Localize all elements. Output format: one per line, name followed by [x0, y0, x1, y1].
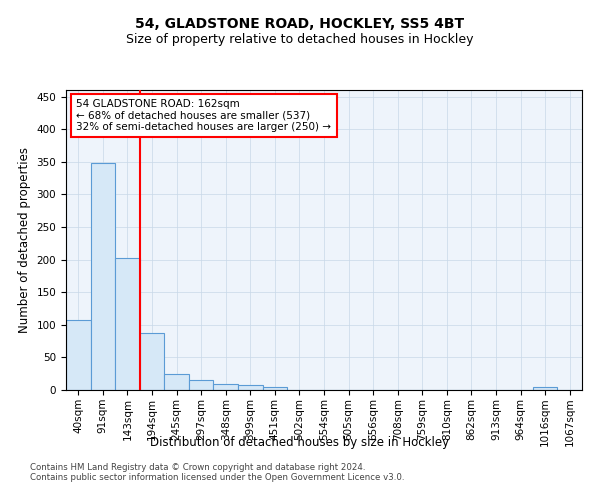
Bar	[533, 386, 557, 390]
Text: 54, GLADSTONE ROAD, HOCKLEY, SS5 4BT: 54, GLADSTONE ROAD, HOCKLEY, SS5 4BT	[136, 18, 464, 32]
Y-axis label: Number of detached properties: Number of detached properties	[18, 147, 31, 333]
Bar	[91, 163, 115, 390]
Bar	[189, 380, 214, 390]
Bar	[66, 320, 91, 390]
Text: Contains public sector information licensed under the Open Government Licence v3: Contains public sector information licen…	[30, 474, 404, 482]
Text: Size of property relative to detached houses in Hockley: Size of property relative to detached ho…	[126, 32, 474, 46]
Text: 54 GLADSTONE ROAD: 162sqm
← 68% of detached houses are smaller (537)
32% of semi: 54 GLADSTONE ROAD: 162sqm ← 68% of detac…	[76, 99, 331, 132]
Text: Distribution of detached houses by size in Hockley: Distribution of detached houses by size …	[151, 436, 449, 449]
Bar	[164, 374, 189, 390]
Bar	[263, 386, 287, 390]
Bar	[238, 385, 263, 390]
Bar	[115, 258, 140, 390]
Text: Contains HM Land Registry data © Crown copyright and database right 2024.: Contains HM Land Registry data © Crown c…	[30, 464, 365, 472]
Bar	[214, 384, 238, 390]
Bar	[140, 332, 164, 390]
